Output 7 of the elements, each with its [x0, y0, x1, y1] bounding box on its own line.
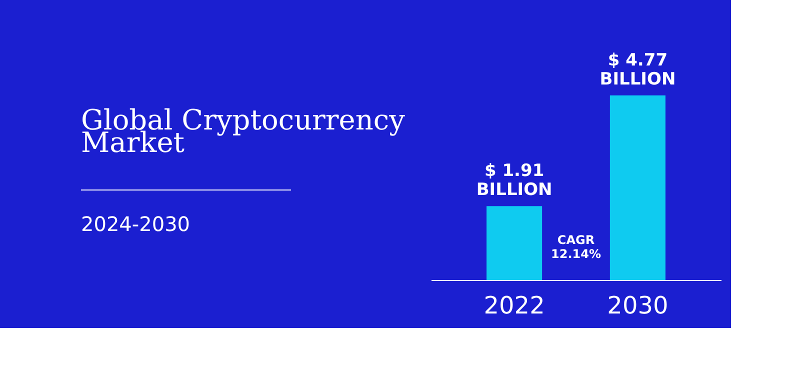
- text: Global Cryptocurrency Market: [81, 103, 406, 159]
- text: 2024-2030: [81, 212, 190, 236]
- x-tick-label: 2030: [607, 292, 668, 320]
- x-tick-label: 2022: [484, 292, 545, 320]
- annotation: CAGR 12.14%: [551, 233, 601, 261]
- data-label: $ 4.77 BILLION: [600, 50, 676, 90]
- data-label: $ 1.91 BILLION: [476, 161, 552, 200]
